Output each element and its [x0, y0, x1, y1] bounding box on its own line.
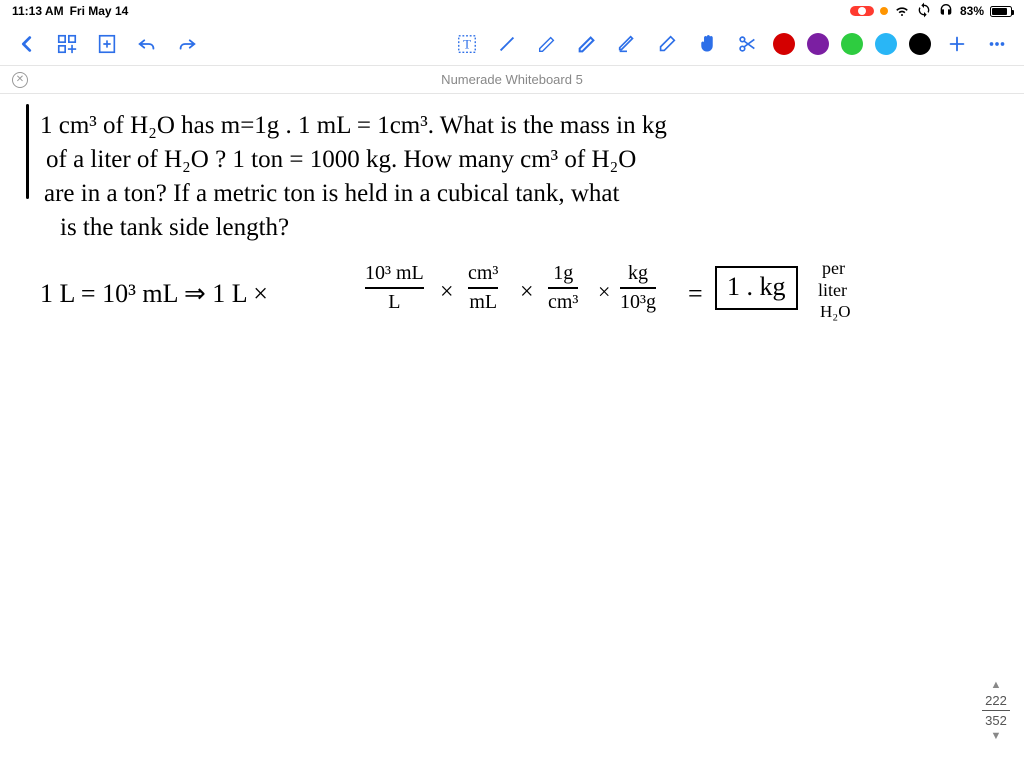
line-tool-button[interactable] — [490, 27, 524, 61]
eraser-button[interactable] — [650, 27, 684, 61]
toolbar: T — [0, 22, 1024, 66]
hw-frac4: kg 10³g — [620, 262, 656, 314]
battery-icon — [990, 6, 1012, 17]
status-date: Fri May 14 — [70, 4, 129, 18]
wifi-icon — [894, 2, 910, 21]
document-title: Numerade Whiteboard 5 — [441, 72, 583, 87]
highlighter-button[interactable] — [610, 27, 644, 61]
page-total: 352 — [985, 713, 1007, 728]
add-page-button[interactable] — [90, 27, 124, 61]
undo-button[interactable] — [130, 27, 164, 61]
hw-note3: H₂O — [820, 302, 850, 322]
rotation-lock-icon — [916, 2, 932, 21]
hw-line3: are in a ton? If a metric ton is held in… — [44, 180, 619, 208]
hw-result-box: 1 . kg — [715, 266, 798, 310]
back-button[interactable] — [10, 27, 44, 61]
status-bar: 11:13 AM Fri May 14 83% — [0, 0, 1024, 22]
hw-eq-left: 1 L = 10³ mL ⇒ 1 L × — [40, 279, 268, 309]
grid-add-button[interactable] — [50, 27, 84, 61]
close-icon[interactable]: ✕ — [12, 72, 28, 88]
scissors-button[interactable] — [730, 27, 764, 61]
pen-medium-button[interactable] — [570, 27, 604, 61]
page-current: 222 — [985, 693, 1007, 708]
hw-frac2: cm³ mL — [468, 262, 498, 314]
hw-frac3: 1g cm³ — [548, 262, 578, 314]
hw-times1: × — [440, 279, 454, 306]
whiteboard-canvas[interactable]: 1 cm³ of H₂O has m=1g . 1 mL = 1cm³. Wha… — [0, 94, 1024, 764]
hw-note2: liter — [818, 280, 847, 301]
margin-line — [26, 104, 29, 199]
color-swatch[interactable] — [841, 33, 863, 55]
pen-thin-button[interactable] — [530, 27, 564, 61]
page-up-button[interactable]: ▲ — [989, 677, 1004, 693]
color-swatch[interactable] — [807, 33, 829, 55]
redo-button[interactable] — [170, 27, 204, 61]
hw-line1: 1 cm³ of H₂O has m=1g . 1 mL = 1cm³. Wha… — [40, 112, 667, 140]
hw-line2: of a liter of H₂O ? 1 ton = 1000 kg. How… — [46, 146, 636, 174]
page-navigator: ▲ 222 352 ▼ — [982, 677, 1010, 744]
add-button[interactable] — [940, 27, 974, 61]
page-down-button[interactable]: ▼ — [989, 728, 1004, 744]
hw-frac1: 10³ mL L — [365, 262, 424, 314]
status-time: 11:13 AM — [12, 4, 64, 18]
more-button[interactable] — [980, 27, 1014, 61]
headphones-icon — [938, 2, 954, 21]
hw-note1: per — [822, 258, 845, 279]
color-swatch[interactable] — [773, 33, 795, 55]
color-swatch[interactable] — [909, 33, 931, 55]
hw-times3: × — [598, 279, 610, 305]
hw-times2: × — [520, 279, 534, 306]
hw-line4: is the tank side length? — [60, 214, 289, 242]
hw-equals: = — [688, 279, 703, 309]
battery-pct: 83% — [960, 4, 984, 18]
record-indicator[interactable] — [850, 6, 874, 16]
subheader: ✕ Numerade Whiteboard 5 — [0, 66, 1024, 94]
text-tool-button[interactable]: T — [450, 27, 484, 61]
orange-dot-icon — [880, 7, 888, 15]
color-swatch[interactable] — [875, 33, 897, 55]
svg-text:T: T — [463, 37, 471, 51]
hand-tool-button[interactable] — [690, 27, 724, 61]
